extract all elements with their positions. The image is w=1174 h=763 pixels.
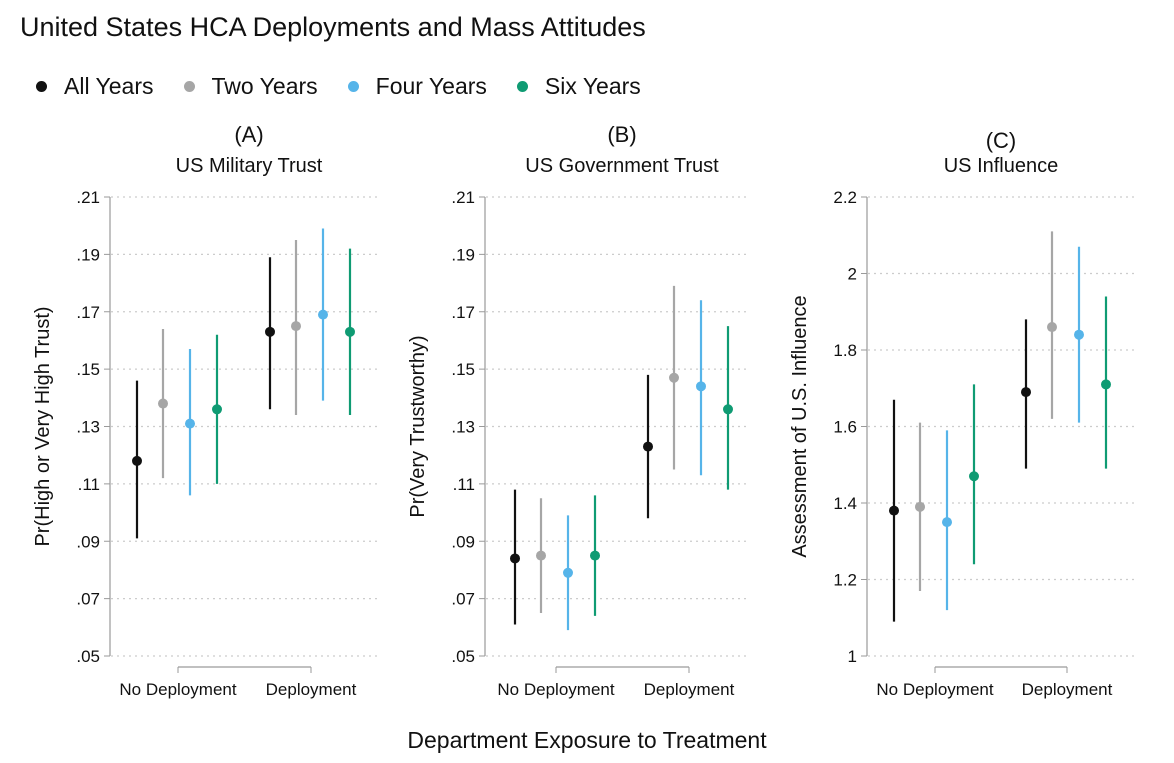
- y-axis-title: Pr(High or Very High Trust): [32, 306, 54, 546]
- legend-label: All Years: [64, 73, 154, 99]
- legend-marker: [183, 81, 195, 92]
- panel-title: US Military Trust: [176, 155, 323, 177]
- data-point: [510, 553, 520, 564]
- x-tick-label: No Deployment: [119, 680, 236, 699]
- x-tick-label: No Deployment: [876, 680, 993, 699]
- y-tick-label: .13: [76, 418, 100, 437]
- data-point: [291, 321, 301, 332]
- data-point: [1101, 379, 1111, 390]
- data-point: [696, 381, 706, 392]
- y-tick-label: 2: [848, 265, 857, 284]
- legend-item: Two Years: [183, 73, 318, 100]
- y-tick-label: .13: [451, 418, 475, 437]
- data-point: [1047, 322, 1057, 333]
- y-tick-label: .09: [451, 532, 475, 551]
- figure-title: United States HCA Deployments and Mass A…: [20, 12, 646, 42]
- y-axis-title: Pr(Very Trustworthy): [407, 335, 429, 517]
- data-point: [889, 505, 899, 516]
- y-tick-label: .07: [76, 590, 100, 609]
- x-tick-label: Deployment: [1022, 680, 1113, 699]
- legend-item: Four Years: [347, 73, 487, 100]
- data-point: [345, 326, 355, 337]
- y-tick-label: .11: [78, 475, 100, 494]
- data-point: [915, 501, 925, 512]
- legend: All Years Two Years Four Years Six Years: [36, 73, 671, 100]
- y-tick-label: 2.2: [833, 188, 857, 207]
- y-tick-label: .17: [76, 303, 100, 322]
- data-point: [132, 455, 142, 466]
- legend-label: Four Years: [375, 73, 487, 99]
- legend-label: Two Years: [211, 73, 318, 99]
- panel-title: US Influence: [944, 155, 1059, 177]
- y-tick-label: .21: [451, 188, 475, 207]
- y-tick-label: 1: [848, 647, 857, 666]
- legend-item: All Years: [36, 73, 154, 100]
- legend-item: Six Years: [516, 73, 641, 100]
- y-tick-label: .15: [76, 360, 100, 379]
- y-tick-label: .17: [451, 303, 475, 322]
- data-point: [723, 404, 733, 415]
- x-tick-label: Deployment: [644, 680, 735, 699]
- data-point: [942, 517, 952, 528]
- y-tick-label: .15: [451, 360, 475, 379]
- panel-letter: (C): [986, 128, 1017, 153]
- y-tick-label: .09: [76, 532, 100, 551]
- data-point: [212, 404, 222, 415]
- y-tick-label: .05: [451, 647, 475, 666]
- legend-marker: [516, 81, 528, 92]
- data-point: [590, 550, 600, 561]
- y-tick-label: .11: [453, 475, 475, 494]
- data-point: [669, 372, 679, 383]
- data-point: [158, 398, 168, 409]
- y-tick-label: .19: [76, 245, 100, 264]
- data-point: [265, 326, 275, 337]
- data-point: [318, 309, 328, 320]
- y-tick-label: 1.8: [833, 341, 857, 360]
- data-point: [1021, 387, 1031, 398]
- y-axis-title: Assessment of U.S. Influence: [789, 295, 811, 557]
- x-tick-label: Deployment: [266, 680, 357, 699]
- legend-marker: [36, 81, 47, 92]
- data-point: [643, 441, 653, 452]
- data-point: [185, 418, 195, 429]
- data-point: [1074, 329, 1084, 340]
- y-tick-label: .07: [451, 590, 475, 609]
- panel-title: US Government Trust: [525, 155, 719, 177]
- y-tick-label: 1.6: [833, 418, 857, 437]
- panel-letter: (A): [234, 122, 263, 147]
- legend-label: Six Years: [544, 73, 641, 99]
- legend-marker: [347, 81, 359, 92]
- data-point: [969, 471, 979, 482]
- x-tick-label: No Deployment: [497, 680, 614, 699]
- data-point: [563, 567, 573, 578]
- panel-letter: (B): [607, 122, 636, 147]
- data-point: [536, 550, 546, 561]
- y-tick-label: .05: [76, 647, 100, 666]
- y-tick-label: 1.2: [833, 571, 857, 590]
- x-axis-title: Department Exposure to Treatment: [407, 727, 767, 753]
- y-tick-label: .19: [451, 245, 475, 264]
- y-tick-label: .21: [76, 188, 100, 207]
- y-tick-label: 1.4: [833, 494, 857, 513]
